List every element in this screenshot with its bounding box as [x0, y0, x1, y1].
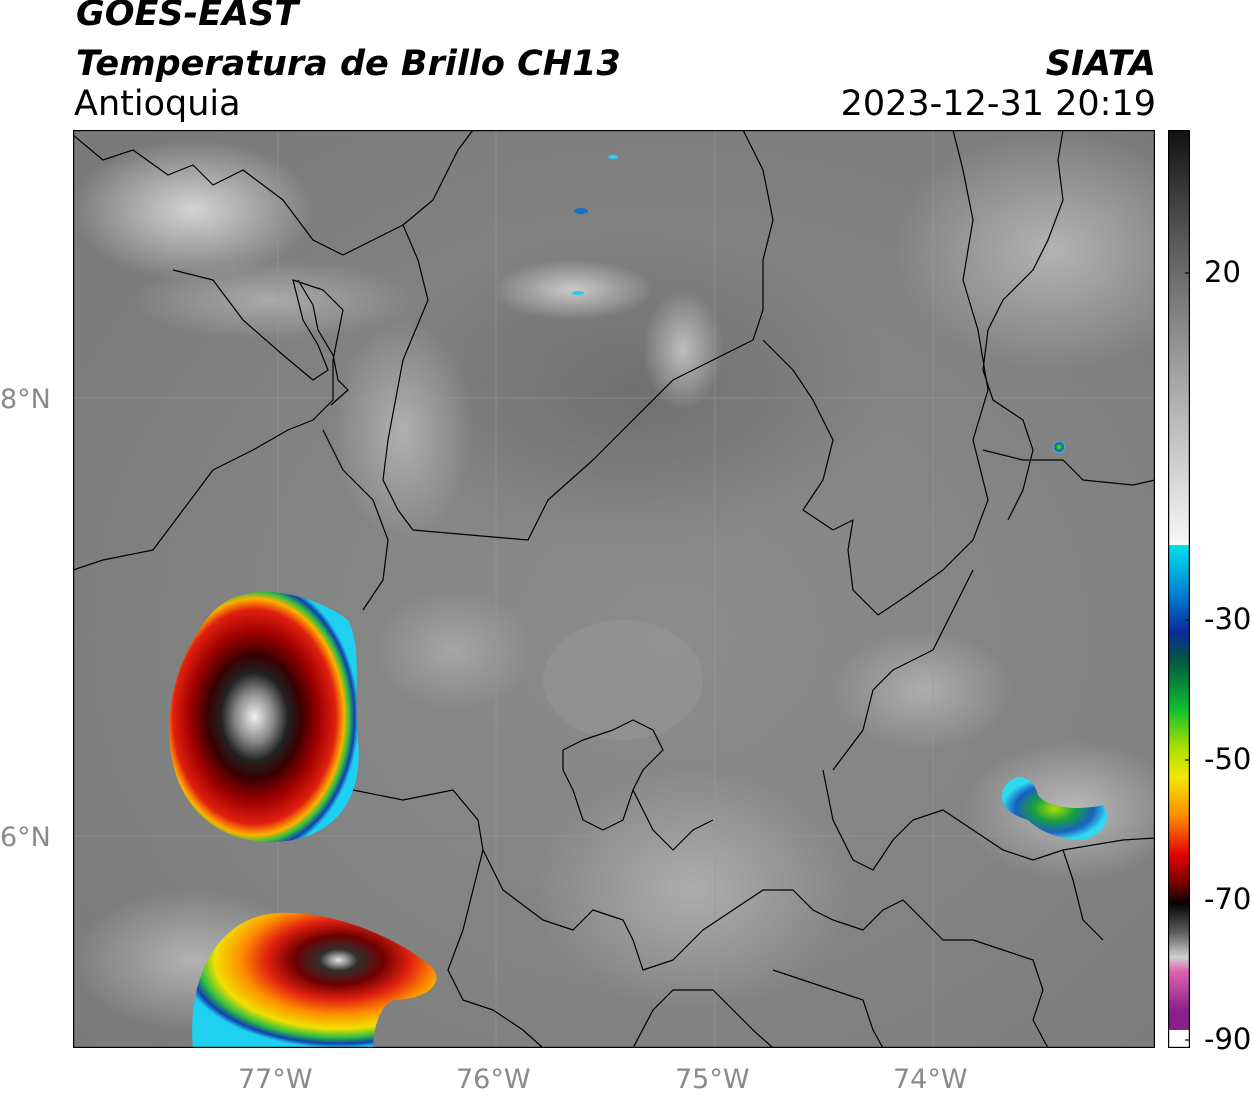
map-frame — [73, 130, 1155, 1048]
lat-tick-8n: 8°N — [0, 384, 51, 415]
cold-spot — [608, 155, 618, 159]
product-title: Temperatura de Brillo CH13 — [76, 44, 621, 84]
cold-spot — [1053, 441, 1065, 453]
colorbar-tick-minus90: -90 — [1204, 1022, 1252, 1056]
cloud-texture — [73, 130, 1155, 1030]
lon-tick-76w: 76°W — [456, 1064, 531, 1095]
colorbar-cold-segment — [1168, 545, 1190, 1030]
lat-tick-6n: 6°N — [0, 822, 51, 853]
timestamp-label: 2023-12-31 20:19 — [840, 84, 1156, 124]
storm-cell-east — [1002, 777, 1107, 840]
region-label: Antioquia — [74, 84, 241, 124]
satellite-map — [73, 130, 1155, 1048]
storm-cell-west — [169, 591, 359, 842]
agency-label: SIATA — [1045, 44, 1156, 84]
satellite-title: GOES-EAST — [76, 0, 299, 34]
colorbar-tick-20: 20 — [1204, 255, 1241, 289]
cold-spot — [574, 208, 588, 214]
colorbar-under-segment — [1168, 1030, 1190, 1048]
colorbar-warm-segment — [1168, 130, 1190, 545]
colorbar-tick-minus30: -30 — [1204, 602, 1252, 636]
storm-cell-south — [192, 912, 437, 1048]
lon-tick-75w: 75°W — [675, 1064, 750, 1095]
cold-spot — [572, 291, 584, 295]
colorbar — [1168, 130, 1190, 1048]
lon-tick-77w: 77°W — [238, 1064, 313, 1095]
borders — [73, 130, 1155, 1048]
lon-tick-74w: 74°W — [893, 1064, 968, 1095]
colorbar-tick-minus50: -50 — [1204, 742, 1252, 776]
colorbar-tick-minus70: -70 — [1204, 882, 1252, 916]
graticule — [73, 130, 1155, 1048]
